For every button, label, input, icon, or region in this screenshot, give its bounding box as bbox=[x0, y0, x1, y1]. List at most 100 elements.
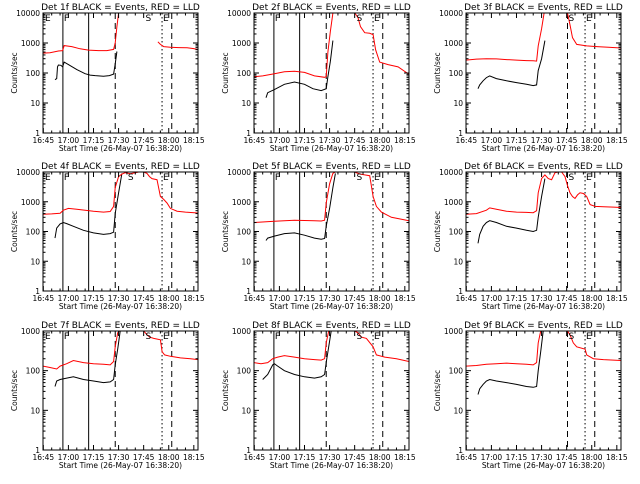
marker-label: F bbox=[64, 173, 69, 183]
series-events-line bbox=[477, 178, 546, 244]
x-tick-label: 18:00 bbox=[158, 453, 180, 462]
marker-label: E bbox=[586, 173, 592, 183]
x-tick-label: 16:45 bbox=[33, 294, 55, 303]
x-axis-label: Start Time (26-May-07 16:38:20) bbox=[270, 461, 393, 470]
marker-label: S bbox=[568, 332, 574, 342]
x-tick-label: 17:45 bbox=[344, 453, 366, 462]
panel-title: Det 4f BLACK = Events, RED = LLD bbox=[41, 162, 200, 172]
marker-label: F bbox=[275, 332, 280, 342]
x-tick-label: 17:00 bbox=[481, 136, 503, 145]
x-tick-label: 17:15 bbox=[294, 453, 316, 462]
y-tick-label: 1000 bbox=[232, 39, 251, 48]
x-axis-label: Start Time (26-May-07 16:38:20) bbox=[482, 144, 605, 153]
x-tick-label: 17:30 bbox=[108, 136, 130, 145]
y-tick-label: 100 bbox=[26, 228, 41, 237]
marker-label: S bbox=[356, 332, 362, 342]
series-lld-line bbox=[567, 331, 621, 361]
series-lld-line bbox=[43, 172, 198, 215]
y-tick-label: 1 bbox=[35, 129, 40, 138]
plot-frame bbox=[42, 171, 199, 292]
panel-title: Det 6f BLACK = Events, RED = LLD bbox=[464, 162, 623, 172]
x-tick-label: 17:15 bbox=[506, 294, 528, 303]
y-tick-label: 100 bbox=[449, 367, 464, 376]
series-lld-line bbox=[254, 13, 334, 78]
x-tick-label: 16:45 bbox=[244, 294, 266, 303]
x-tick-label: 18:00 bbox=[581, 136, 603, 145]
plot-frame bbox=[465, 12, 622, 134]
x-tick-label: 18:15 bbox=[183, 294, 205, 303]
x-tick-label: 16:45 bbox=[456, 294, 478, 303]
x-tick-label: 17:15 bbox=[83, 294, 105, 303]
x-tick-label: 17:30 bbox=[108, 453, 130, 462]
y-tick-label: 10 bbox=[453, 406, 463, 415]
marker-label: E bbox=[163, 332, 169, 342]
x-tick-label: 17:30 bbox=[531, 453, 553, 462]
x-tick-label: 17:30 bbox=[319, 136, 341, 145]
x-tick-label: 17:45 bbox=[556, 136, 578, 145]
panel-title: Det 3f BLACK = Events, RED = LLD bbox=[464, 3, 623, 13]
x-tick-label: 17:45 bbox=[133, 453, 155, 462]
x-tick-label: 18:00 bbox=[158, 294, 180, 303]
y-tick-label: 100 bbox=[237, 69, 252, 78]
x-tick-label: 17:00 bbox=[58, 453, 80, 462]
series-lld-line bbox=[567, 13, 621, 49]
plot-frame bbox=[42, 12, 199, 134]
x-tick-label: 17:45 bbox=[344, 294, 366, 303]
y-axis-label: Counts/sec bbox=[221, 370, 230, 411]
y-tick-label: 100 bbox=[237, 228, 252, 237]
x-tick-label: 18:15 bbox=[606, 453, 628, 462]
x-tick-label: 18:00 bbox=[369, 136, 391, 145]
x-tick-label: 18:00 bbox=[158, 136, 180, 145]
x-tick-label: 18:15 bbox=[606, 294, 628, 303]
y-tick-label: 100 bbox=[26, 367, 41, 376]
x-tick-label: 17:15 bbox=[83, 136, 105, 145]
x-tick-label: 16:45 bbox=[456, 453, 478, 462]
x-axis-label: Start Time (26-May-07 16:38:20) bbox=[270, 302, 393, 311]
x-axis-label: Start Time (26-May-07 16:38:20) bbox=[482, 461, 605, 470]
y-tick-label: 10000 bbox=[16, 168, 40, 177]
series-lld-line bbox=[354, 13, 409, 75]
series-lld-line bbox=[354, 172, 409, 222]
y-tick-label: 10 bbox=[241, 99, 251, 108]
x-tick-label: 18:15 bbox=[606, 136, 628, 145]
x-tick-label: 17:15 bbox=[506, 136, 528, 145]
x-tick-label: 17:15 bbox=[294, 294, 316, 303]
y-tick-label: 1 bbox=[246, 446, 251, 455]
series-events-line bbox=[54, 331, 121, 387]
y-axis-label: Counts/sec bbox=[10, 52, 19, 93]
y-tick-label: 10000 bbox=[439, 9, 463, 18]
series-events-line bbox=[265, 40, 334, 98]
x-tick-label: 17:30 bbox=[319, 294, 341, 303]
y-tick-label: 10 bbox=[453, 257, 463, 266]
series-events-line bbox=[54, 51, 118, 81]
y-tick-label: 10000 bbox=[227, 168, 251, 177]
panel-title: Det 8f BLACK = Events, RED = LLD bbox=[252, 321, 411, 331]
y-tick-label: 1000 bbox=[21, 39, 40, 48]
y-tick-label: 10000 bbox=[439, 168, 463, 177]
plot-frame bbox=[253, 330, 410, 451]
x-tick-label: 18:00 bbox=[369, 294, 391, 303]
marker-label: E bbox=[45, 332, 51, 342]
x-axis-label: Start Time (26-May-07 16:38:20) bbox=[270, 144, 393, 153]
x-tick-label: 16:45 bbox=[244, 136, 266, 145]
y-tick-label: 100 bbox=[449, 69, 464, 78]
series-lld-line bbox=[143, 331, 198, 361]
marker-label: E bbox=[45, 173, 51, 183]
series-events-line bbox=[477, 40, 546, 89]
y-tick-label: 10 bbox=[241, 406, 251, 415]
x-tick-label: 17:00 bbox=[269, 294, 291, 303]
x-tick-label: 17:00 bbox=[269, 136, 291, 145]
series-events-line bbox=[54, 173, 123, 239]
y-tick-label: 100 bbox=[237, 367, 252, 376]
y-tick-label: 1000 bbox=[444, 39, 463, 48]
y-axis-label: Counts/sec bbox=[433, 211, 442, 252]
x-tick-label: 17:45 bbox=[133, 294, 155, 303]
y-tick-label: 1 bbox=[246, 129, 251, 138]
y-tick-label: 10 bbox=[30, 406, 40, 415]
